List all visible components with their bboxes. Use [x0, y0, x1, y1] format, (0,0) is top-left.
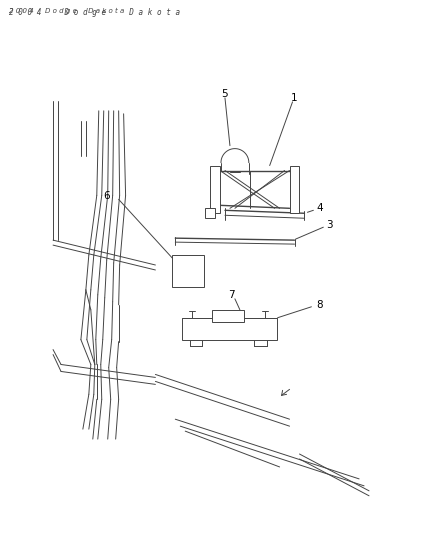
Text: 7: 7	[228, 290, 235, 300]
Bar	[209, 166, 219, 213]
Bar	[172, 255, 204, 287]
Bar	[205, 208, 215, 218]
Bar	[182, 318, 276, 340]
Text: 1: 1	[290, 93, 297, 103]
Text: 2 0 0 4     D o d g e     D a k o t a: 2 0 0 4 D o d g e D a k o t a	[9, 9, 124, 14]
Bar	[289, 166, 299, 213]
Text: 3: 3	[325, 220, 332, 230]
Text: 4: 4	[315, 203, 322, 213]
Text: 6: 6	[103, 191, 110, 201]
Text: 5: 5	[221, 89, 228, 99]
Bar	[212, 310, 243, 322]
Text: 8: 8	[315, 300, 322, 310]
Text: 2 0 0 4     D o d g e     D a k o t a: 2 0 0 4 D o d g e D a k o t a	[9, 9, 180, 18]
